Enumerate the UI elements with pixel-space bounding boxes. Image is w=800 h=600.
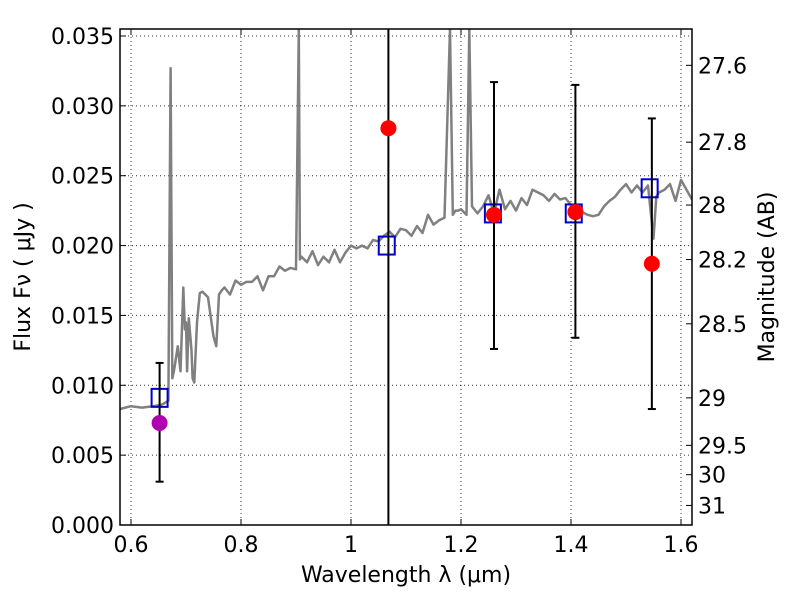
y-tick-label: 0.000 [51, 514, 114, 539]
y-axis-label: Flux Fν ( μJy ) [11, 202, 36, 351]
y2-tick-label: 27.6 [698, 54, 747, 79]
y2-tick-label: 30 [698, 464, 726, 489]
measured-flux-point [567, 204, 584, 221]
measured-flux-point [151, 415, 168, 432]
y-tick-label: 0.010 [51, 374, 114, 399]
x-tick-label: 0.6 [114, 533, 149, 558]
x-tick-label: 1.4 [554, 533, 589, 558]
y2-tick-label: 28.5 [698, 313, 747, 338]
y2-axis: 27.6 27.8 28 28.2 28.5 29 29.5 30 31 [686, 54, 747, 519]
y-tick-label: 0.035 [51, 25, 114, 50]
y2-tick-label: 31 [698, 494, 726, 519]
y2-tick-label: 29 [698, 387, 726, 412]
measured-flux-point [486, 206, 502, 223]
y2-tick-label: 28.2 [698, 249, 747, 274]
y2-axis-label: Magnitude (AB) [755, 192, 780, 363]
error-bars [151, 29, 660, 525]
y2-tick-label: 28 [698, 194, 726, 219]
y-tick-label: 0.030 [51, 95, 114, 120]
model-photometry-square [640, 178, 659, 199]
y-tick-label: 0.020 [51, 235, 114, 260]
plot-background [120, 29, 692, 525]
x-tick-label: 1 [344, 533, 358, 558]
y-tick-label: 0.005 [51, 444, 114, 469]
plot-frame [119, 28, 693, 526]
y-tick-label: 0.015 [51, 304, 114, 329]
x-tick-label: 0.8 [224, 533, 259, 558]
measured-flux-point [380, 120, 397, 137]
y-tick-label: 0.025 [51, 165, 114, 190]
model-photometry-square [377, 235, 396, 256]
x-axis-label: Wavelength λ (μm) [301, 563, 511, 588]
x-tick-label: 1.6 [664, 533, 699, 558]
y2-tick-label: 27.8 [698, 131, 747, 156]
x-tick-label: 1.2 [444, 533, 479, 558]
y2-tick-label: 29.5 [698, 434, 747, 459]
x-axis: 0.6 0.8 1 1.2 1.4 1.6 [114, 29, 699, 558]
measured-flux-point [643, 255, 660, 272]
y-axis: 0.000 0.005 0.010 0.015 0.020 0.025 0.030 0.035 [51, 25, 126, 539]
